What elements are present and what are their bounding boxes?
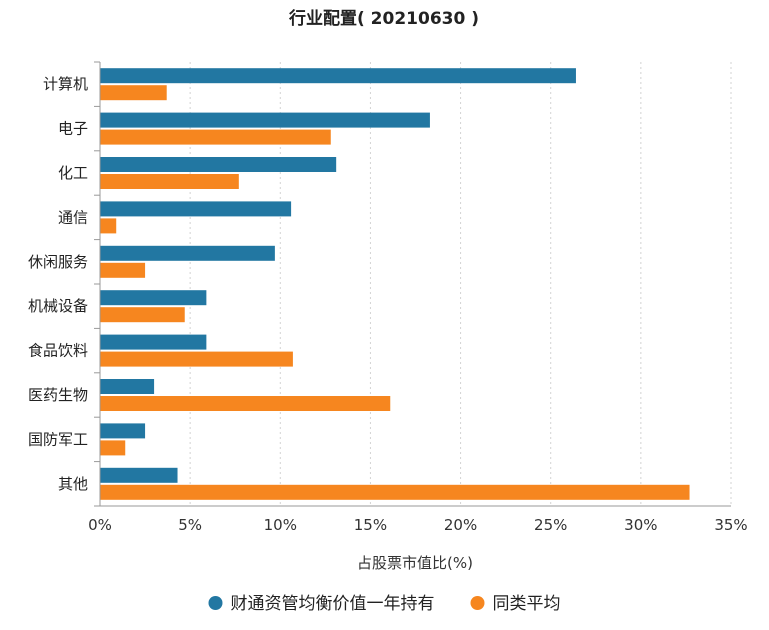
x-tick-label: 15%: [354, 516, 387, 534]
legend-marker: [208, 596, 223, 610]
x-tick-label: 35%: [714, 516, 747, 534]
category-label: 通信: [58, 208, 88, 226]
category-label: 化工: [58, 164, 88, 182]
bar: [100, 467, 178, 483]
bar: [100, 484, 690, 500]
legend-label: 同类平均: [493, 594, 561, 614]
bar: [100, 157, 337, 172]
bar: [100, 334, 207, 350]
legend-marker: [470, 596, 485, 610]
bar: [100, 245, 275, 261]
category-label: 休闲服务: [28, 253, 88, 271]
x-tick-label: 25%: [534, 516, 567, 534]
bar: [100, 307, 185, 323]
category-label: 医药生物: [28, 386, 88, 404]
bars: [100, 68, 690, 500]
category-label: 国防军工: [28, 430, 88, 448]
category-label: 计算机: [43, 75, 88, 93]
bar: [100, 174, 239, 189]
legend-label: 财通资管均衡价值一年持有: [231, 594, 435, 614]
bar: [100, 290, 207, 306]
bar: [100, 129, 331, 145]
chart-title: 行业配置( 20210630 ): [288, 8, 479, 29]
bar: [100, 68, 576, 84]
category-label: 其他: [58, 475, 88, 493]
category-label: 食品饮料: [28, 342, 88, 360]
bar: [100, 396, 391, 411]
bar: [100, 379, 155, 394]
bar: [100, 112, 430, 128]
bar: [100, 218, 117, 234]
category-label: 电子: [58, 120, 88, 138]
bar: [100, 351, 293, 367]
bar: [100, 201, 292, 217]
legend: 财通资管均衡价值一年持有 同类平均: [208, 594, 561, 614]
bar: [100, 85, 167, 101]
category-label: 机械设备: [28, 297, 88, 315]
bar: [100, 262, 146, 278]
x-axis-title: 占股票市值比(%): [357, 554, 473, 572]
bar: [100, 423, 146, 439]
x-tick-label: 5%: [178, 516, 202, 534]
x-tick-label: 30%: [624, 516, 657, 534]
axes: 0% 5% 10% 15% 20% 25% 30% 35% 计算机电子化工通信休闲服务机械设备食…: [28, 61, 748, 534]
x-tick-label: 0%: [88, 516, 112, 534]
x-tick-label: 10%: [264, 516, 297, 534]
grid: [189, 62, 732, 506]
x-tick-label: 20%: [444, 516, 477, 534]
bar: [100, 440, 126, 456]
